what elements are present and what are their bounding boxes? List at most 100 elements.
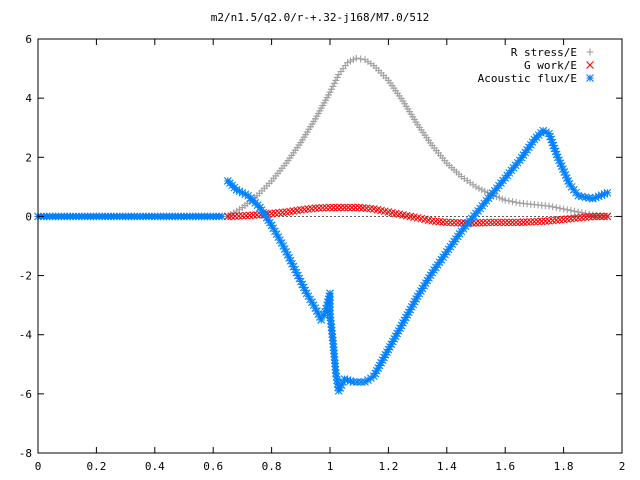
data-point	[271, 209, 280, 217]
data-point	[512, 218, 521, 227]
y-tick-label: 0	[25, 210, 32, 223]
data-point	[332, 76, 340, 84]
data-point	[302, 289, 311, 298]
baseline-point	[218, 212, 226, 221]
data-point	[519, 218, 528, 227]
data-point	[339, 378, 348, 386]
data-point	[578, 209, 586, 217]
data-point	[223, 212, 232, 221]
data-point	[481, 187, 489, 195]
data-point	[327, 85, 335, 93]
y-tick-label: -6	[19, 388, 32, 401]
data-point	[509, 198, 516, 206]
data-point	[570, 214, 579, 223]
y-tick-label: -8	[19, 447, 32, 460]
data-point	[501, 196, 509, 204]
x-tick-label: 0.2	[86, 460, 106, 473]
data-point	[340, 203, 349, 212]
data-point	[362, 204, 371, 213]
series-0	[224, 54, 611, 220]
data-point	[406, 305, 415, 314]
data-point	[344, 59, 352, 67]
data-point	[242, 211, 250, 220]
x-tick-label: 0	[35, 460, 42, 473]
data-point	[352, 54, 360, 62]
data-point	[317, 316, 326, 324]
data-point	[515, 218, 524, 227]
data-point	[498, 195, 506, 203]
data-point	[492, 193, 500, 201]
x-tick-label: 0.4	[145, 460, 165, 473]
data-point	[439, 218, 448, 226]
data-point	[497, 218, 506, 227]
data-point	[552, 216, 561, 225]
data-point	[329, 82, 337, 90]
legend-marker	[586, 74, 594, 82]
legend-marker	[586, 48, 594, 56]
data-point	[351, 203, 360, 212]
data-point	[227, 212, 236, 221]
data-point	[349, 56, 357, 64]
data-point	[567, 207, 575, 215]
series-baseline	[34, 212, 226, 221]
data-point	[315, 204, 323, 212]
data-point	[479, 218, 488, 227]
y-tick-label: 4	[25, 92, 32, 105]
data-point	[560, 205, 568, 213]
data-point	[299, 283, 308, 292]
data-point	[231, 212, 239, 221]
data-point	[435, 217, 444, 226]
data-point	[322, 203, 331, 212]
x-tick-label: 1	[327, 460, 334, 473]
legend-label: Acoustic flux/E	[478, 72, 577, 85]
series-2	[223, 126, 612, 395]
data-point	[603, 188, 612, 197]
data-point	[592, 212, 601, 221]
data-point	[559, 215, 568, 224]
x-tick-label: 1.2	[378, 460, 398, 473]
axes-layer: 0 0.2 0.4 0.6 0.8 1 1.2 1.4 1.6 1.8 2 -8 -6 -4 -2 0 2 4 6	[19, 33, 626, 473]
data-point	[235, 205, 243, 213]
data-point	[326, 88, 334, 96]
data-point	[505, 197, 513, 205]
data-point	[508, 218, 517, 227]
plot-frame	[37, 38, 623, 454]
data-point	[357, 55, 365, 63]
data-point	[475, 218, 484, 227]
data-point	[275, 208, 283, 217]
legend-label: R stress/E	[511, 46, 577, 59]
data-point	[537, 217, 546, 226]
y-tick-label: -2	[19, 270, 32, 283]
data-point	[501, 218, 510, 227]
data-point	[234, 212, 243, 220]
data-point	[333, 73, 341, 81]
data-point	[431, 217, 440, 226]
data-point	[358, 204, 367, 212]
data-point	[512, 198, 520, 206]
data-point	[486, 218, 495, 227]
legend-label: G work/E	[524, 59, 577, 72]
data-point	[267, 209, 276, 218]
data-point	[442, 218, 451, 227]
y-tick-label: 2	[25, 151, 32, 164]
data-point	[545, 216, 553, 225]
y-tick-label: 6	[25, 33, 32, 46]
data-point	[483, 218, 491, 227]
x-tick-label: 1.4	[437, 460, 457, 473]
data-point	[472, 183, 480, 191]
data-point	[366, 204, 375, 213]
data-point	[278, 208, 287, 217]
data-point	[446, 218, 455, 227]
data-point	[318, 203, 327, 212]
data-point	[475, 184, 483, 192]
x-tick-label: 0.6	[203, 460, 223, 473]
data-point	[326, 203, 334, 212]
data-point	[603, 212, 612, 221]
data-point	[552, 204, 560, 212]
data-point	[311, 204, 320, 213]
data-point	[494, 218, 502, 227]
data-point	[534, 217, 542, 226]
data-point	[523, 218, 531, 226]
